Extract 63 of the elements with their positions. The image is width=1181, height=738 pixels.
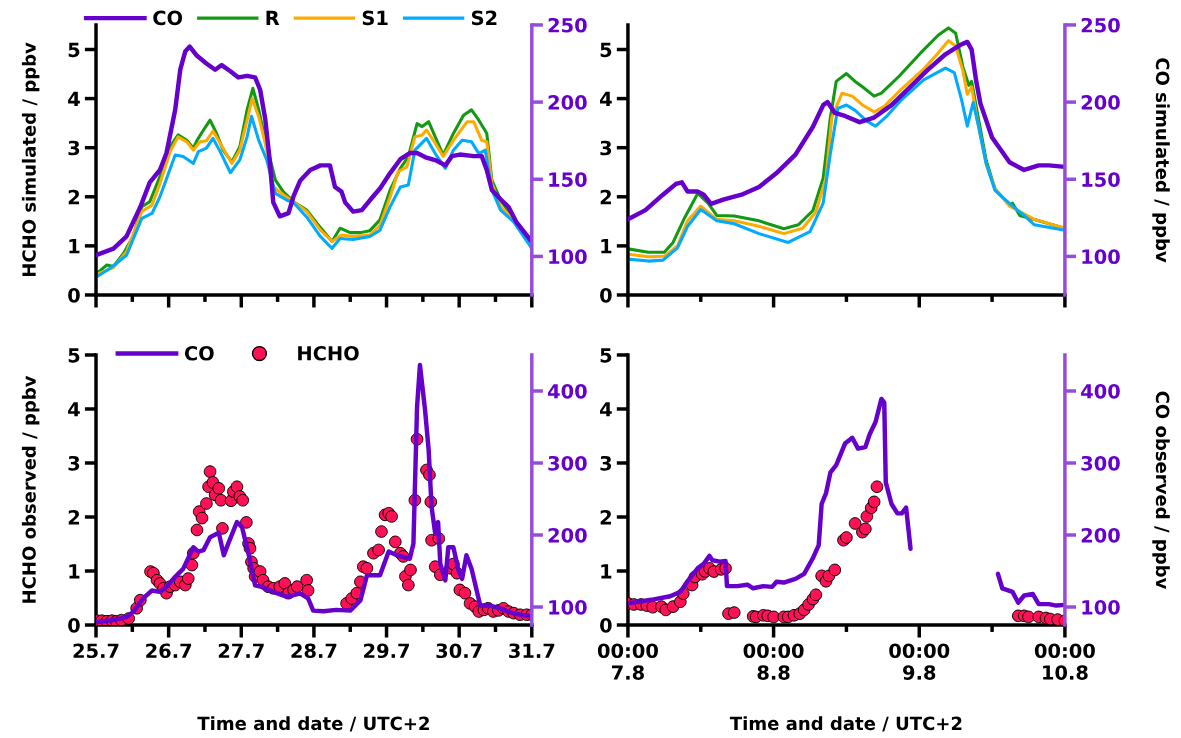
y2-axis-title: CO simulated / ppbv [1152, 58, 1170, 263]
x-tick-label: 28.7 [291, 643, 337, 659]
y-axis-title: HCHO simulated / ppbv [21, 42, 40, 277]
y-tick-label: 0 [68, 617, 80, 633]
x-tick-label: 00:00 7.8 [597, 643, 658, 680]
y-tick-label: 2 [68, 189, 80, 205]
y-tick-label: 1 [601, 564, 612, 579]
y-tick-label: 5 [68, 42, 80, 58]
legend-label: R [266, 10, 280, 25]
y-tick-label: 5 [600, 348, 612, 363]
x-tick-label: 25.7 [73, 643, 119, 659]
y-tick-label: 4 [68, 91, 80, 106]
legend-label: S2 [471, 10, 497, 26]
y2-tick-label: 400 [547, 383, 587, 399]
y-tick-label: 1 [69, 239, 80, 254]
y-tick-label: 2 [600, 189, 611, 205]
x-tick-label: 31.7 [509, 643, 555, 659]
x-tick-label: 29.7 [364, 643, 409, 659]
y-tick-label: 0 [600, 287, 612, 303]
y-tick-label: 3 [600, 140, 612, 156]
y-tick-label: 3 [68, 455, 80, 471]
y2-tick-label: 300 [1081, 455, 1120, 471]
x-tick-label: 27.7 [218, 643, 264, 658]
y-tick-label: 2 [68, 509, 80, 525]
legend-label: CO [184, 345, 214, 361]
y2-tick-label: 200 [1081, 95, 1120, 110]
y-tick-label: 0 [600, 617, 612, 633]
y-tick-label: 3 [68, 140, 80, 156]
y-tick-label: 4 [600, 91, 612, 106]
x-tick-label: 26.7 [146, 643, 192, 659]
y2-tick-label: 100 [549, 249, 587, 265]
y2-tick-label: 250 [548, 17, 587, 33]
y-tick-label: 4 [68, 402, 80, 417]
y-tick-label: 3 [600, 455, 612, 471]
y-tick-label: 2 [600, 509, 611, 525]
y-tick-label: 4 [600, 402, 612, 417]
y2-tick-label: 200 [548, 527, 587, 543]
x-axis-title: Time and date / UTC+2 [197, 716, 429, 732]
x-axis-title: Time and date / UTC+2 [729, 716, 962, 732]
x-tick-label: 00:00 10.8 [1034, 643, 1095, 680]
y2-tick-label: 200 [1081, 527, 1120, 543]
x-tick-label: 00:00 8.8 [743, 643, 804, 680]
legend-label: HCHO [298, 345, 359, 361]
y2-tick-label: 100 [549, 599, 587, 615]
y2-tick-label: 250 [1081, 17, 1120, 33]
y-tick-label: 1 [601, 239, 612, 254]
legend-label: S1 [362, 10, 388, 26]
legend-label: CO [153, 10, 183, 26]
y-tick-label: 5 [68, 348, 80, 363]
y-tick-label: 5 [600, 42, 612, 58]
x-tick-label: 30.7 [436, 643, 482, 659]
y2-tick-label: 150 [1082, 172, 1120, 187]
y2-tick-label: 200 [548, 95, 587, 110]
y2-tick-label: 400 [1081, 383, 1120, 399]
y2-axis-title: CO observed / ppbv [1152, 391, 1170, 590]
y-tick-label: 0 [68, 287, 80, 303]
y2-tick-label: 100 [1082, 249, 1120, 265]
y2-tick-label: 150 [549, 172, 587, 187]
y-axis-title: HCHO observed / ppbv [21, 375, 40, 603]
x-tick-label: 00:00 9.8 [889, 643, 950, 680]
y2-tick-label: 100 [1082, 599, 1120, 615]
y2-tick-label: 300 [548, 455, 587, 471]
y-tick-label: 1 [69, 564, 80, 579]
